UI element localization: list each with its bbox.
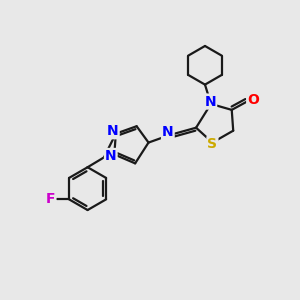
Text: N: N (105, 149, 117, 163)
Text: N: N (107, 124, 119, 138)
Text: O: O (247, 93, 259, 107)
Text: S: S (207, 137, 218, 151)
Text: F: F (46, 192, 56, 206)
Text: N: N (162, 125, 174, 139)
Text: N: N (205, 94, 216, 109)
